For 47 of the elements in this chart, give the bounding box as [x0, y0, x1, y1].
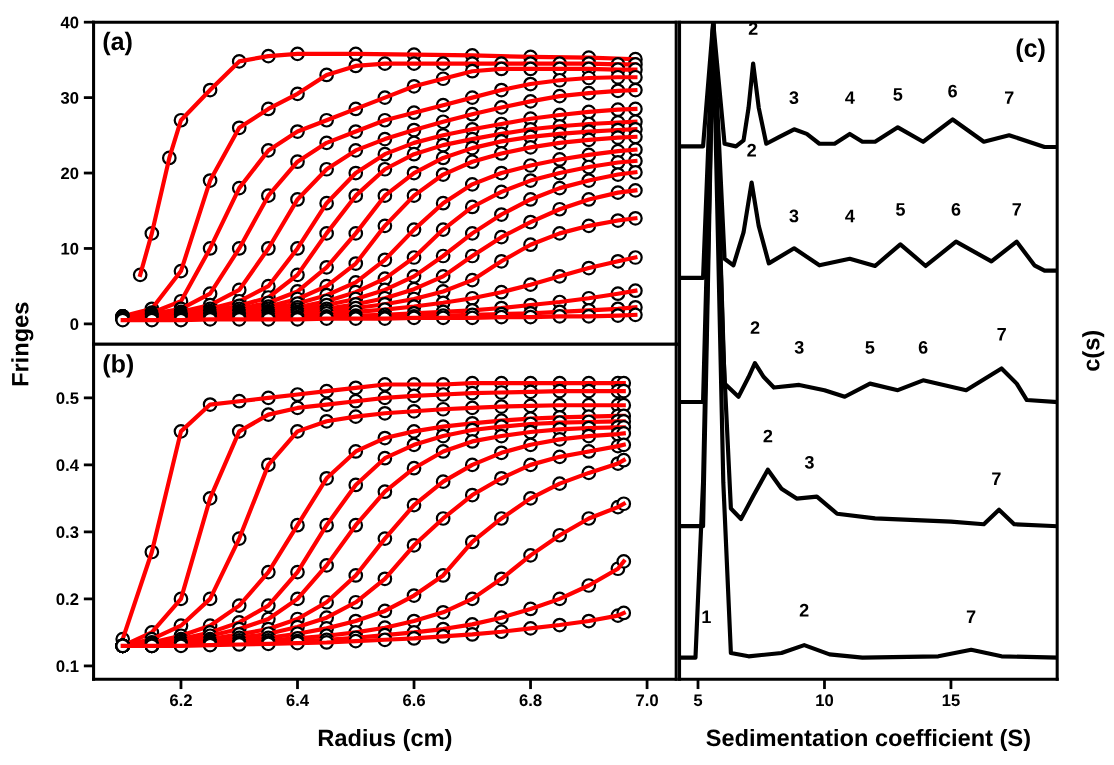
- annotation: 2: [750, 321, 760, 334]
- x-tick-label: 10: [816, 694, 834, 707]
- x-tick-label: 6.6: [403, 694, 425, 707]
- annotation: 7: [966, 610, 976, 623]
- x-tick-label: 5: [693, 694, 703, 707]
- annotation: 2: [763, 429, 773, 443]
- annotation: 5: [896, 203, 905, 216]
- y-tick-label: 0.5: [56, 392, 79, 405]
- x-tick-label: 7.0: [636, 694, 658, 707]
- x-tick-label: 15: [942, 694, 960, 707]
- annotation: 6: [948, 84, 957, 98]
- annotation: 2: [799, 603, 809, 617]
- y-axis-title: Fringes: [11, 302, 34, 386]
- annotation: 5: [893, 88, 903, 101]
- annotation: 3: [794, 340, 804, 354]
- annotation: (b): [103, 354, 133, 378]
- y-tick-label: 10: [61, 242, 79, 255]
- x-axis-title: Radius (cm): [318, 728, 452, 751]
- annotation: 4: [845, 91, 855, 104]
- y-tick-label: 0.2: [56, 593, 79, 606]
- x-tick-label: 6.2: [170, 694, 192, 707]
- y-tick-label: 20: [61, 167, 79, 180]
- x-tick-label: 6.4: [286, 694, 309, 707]
- annotation: (a): [103, 31, 132, 56]
- y-tick-label: 0.3: [56, 526, 79, 539]
- x-axis-title: Sedimentation coefficient (S): [706, 728, 1030, 751]
- annotation: 5: [865, 341, 875, 354]
- y-tick-label: 0.1: [56, 660, 79, 673]
- annotation: 2: [747, 143, 756, 157]
- annotation: 7: [992, 472, 1001, 485]
- y-tick-label: 0: [70, 318, 79, 331]
- annotation: 4: [845, 209, 855, 223]
- annotation: 3: [804, 455, 814, 469]
- annotation: 3: [789, 91, 799, 105]
- annotation: 1: [702, 610, 711, 623]
- annotation: 7: [1004, 91, 1014, 104]
- annotation: 3: [789, 209, 799, 223]
- annotation: 7: [1012, 203, 1022, 216]
- annotation: (c): [1016, 38, 1045, 62]
- annotation: 7: [997, 328, 1006, 341]
- y-tick-label: 30: [60, 92, 79, 104]
- y-tick-label: 40: [60, 16, 79, 29]
- annotation: 6: [951, 202, 961, 216]
- y-axis-title: c(s): [1082, 330, 1105, 371]
- x-tick-label: 6.8: [519, 694, 542, 707]
- annotation: 6: [918, 340, 928, 354]
- y-tick-label: 0.4: [56, 459, 79, 472]
